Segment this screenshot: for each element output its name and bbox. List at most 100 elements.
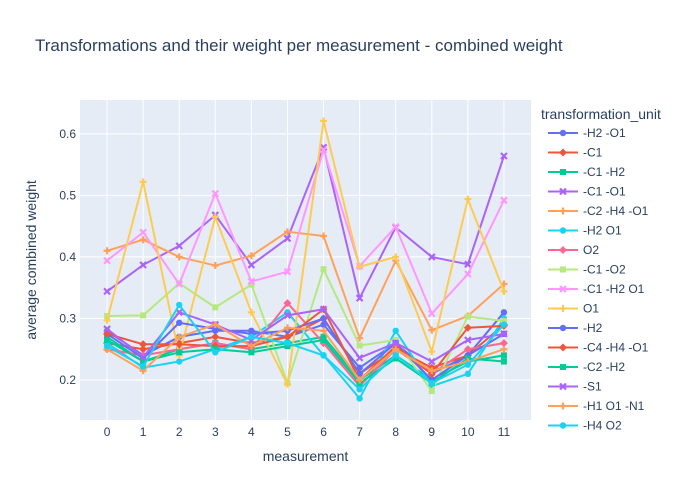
data-point — [500, 287, 508, 295]
legend-item[interactable]: -S1 — [548, 380, 602, 394]
data-point — [283, 234, 292, 243]
legend-item[interactable]: -C1 — [548, 146, 603, 160]
legend-item[interactable]: O2 — [548, 243, 599, 257]
legend-marker — [559, 343, 567, 352]
data-point — [500, 152, 508, 160]
legend-label: -H2 — [583, 321, 603, 335]
data-point — [320, 117, 328, 125]
legend-marker — [559, 324, 567, 332]
x-tick-label: 8 — [392, 425, 399, 439]
data-point — [356, 376, 364, 384]
data-point — [248, 349, 255, 356]
legend-item[interactable]: -H2 — [548, 321, 603, 335]
legend-item[interactable]: -H2 O1 — [548, 224, 622, 238]
data-point — [283, 228, 291, 236]
data-point — [356, 334, 364, 342]
data-point — [175, 340, 184, 349]
data-point — [500, 330, 508, 338]
data-point — [500, 352, 507, 359]
data-point — [247, 261, 256, 269]
data-point — [212, 304, 219, 311]
series-line — [106, 146, 505, 300]
legend-label: -C4 -H4 -O1 — [583, 341, 649, 355]
data-point — [103, 342, 111, 350]
y-tick-label: 0.3 — [59, 311, 76, 325]
legend-item[interactable]: O1 — [548, 302, 599, 316]
data-point — [139, 228, 147, 237]
legend[interactable]: transformation_unit -H2 -O1 -C1 -C1 -H2 -C1… — [541, 106, 661, 433]
legend-marker — [559, 382, 567, 391]
data-point — [464, 260, 472, 269]
data-point — [464, 313, 471, 320]
legend-marker — [559, 187, 567, 196]
data-point — [392, 352, 399, 359]
series-3 — [103, 143, 508, 302]
data-point — [320, 321, 327, 328]
data-point — [211, 189, 220, 198]
data-point — [248, 281, 255, 288]
legend-marker — [559, 227, 567, 234]
data-point — [392, 253, 400, 261]
x-tick-label: 9 — [428, 425, 435, 439]
legend-item[interactable]: -C4 -H4 -O1 — [548, 341, 649, 355]
data-point — [320, 333, 327, 340]
x-tick-label: 0 — [104, 425, 111, 439]
data-point — [175, 280, 183, 288]
legend-item[interactable]: -H2 -O1 — [548, 126, 626, 140]
data-point — [428, 357, 436, 366]
data-point — [176, 349, 183, 356]
legend-label: -C2 -H4 -O1 — [583, 204, 649, 218]
data-point — [356, 364, 363, 371]
legend-label: O2 — [583, 243, 599, 257]
data-point — [319, 146, 328, 154]
legend-item[interactable]: -H4 O2 — [548, 419, 622, 433]
legend-item[interactable]: -C1 -H2 — [548, 165, 625, 179]
data-point — [320, 337, 327, 343]
data-point — [284, 339, 291, 347]
legend-item[interactable]: -C1 -O2 — [548, 263, 626, 277]
data-point — [463, 323, 472, 332]
data-point — [391, 222, 400, 231]
data-point — [320, 266, 327, 273]
legend-marker — [559, 207, 567, 215]
gridlines — [80, 100, 531, 420]
legend-title: transformation_unit — [541, 106, 661, 122]
x-tick-label: 6 — [320, 425, 327, 439]
data-point — [428, 253, 436, 261]
series-line — [106, 308, 505, 363]
legend-item[interactable]: -C2 -H4 -O1 — [548, 204, 649, 218]
legend-marker — [559, 305, 567, 312]
data-point — [428, 379, 435, 387]
data-point — [356, 395, 363, 402]
data-point — [211, 262, 219, 270]
data-point — [428, 348, 436, 356]
data-point — [140, 312, 147, 319]
data-point — [103, 287, 111, 296]
legend-marker — [559, 246, 567, 254]
x-tick-label: 2 — [176, 425, 183, 439]
y-axis-title: average combined weight — [23, 180, 39, 340]
data-point — [283, 267, 292, 276]
series-15 — [103, 301, 508, 393]
data-point — [320, 327, 328, 335]
data-point — [428, 388, 435, 395]
legend-item[interactable]: -C2 -H2 — [548, 360, 625, 374]
legend-label: -S1 — [583, 380, 602, 394]
x-tick-label: 5 — [284, 425, 291, 439]
y-tick-label: 0.6 — [59, 127, 76, 141]
data-point — [391, 339, 400, 347]
data-point — [355, 354, 364, 362]
legend-marker — [560, 266, 566, 273]
y-axis-ticks: 0.2 0.3 0.4 0.5 0.6 — [59, 127, 76, 387]
legend-item[interactable]: -C1 -H2 O1 — [548, 282, 645, 296]
series-line — [106, 323, 505, 381]
data-point — [140, 358, 147, 365]
data-point — [392, 327, 399, 334]
legend-item[interactable]: -H1 O1 -N1 — [548, 399, 645, 413]
legend-marker — [560, 169, 566, 175]
data-point — [103, 247, 111, 255]
data-point — [176, 319, 183, 326]
legend-item[interactable]: -C1 -O1 — [548, 185, 626, 199]
y-tick-label: 0.2 — [59, 373, 76, 387]
series-13 — [103, 305, 508, 366]
